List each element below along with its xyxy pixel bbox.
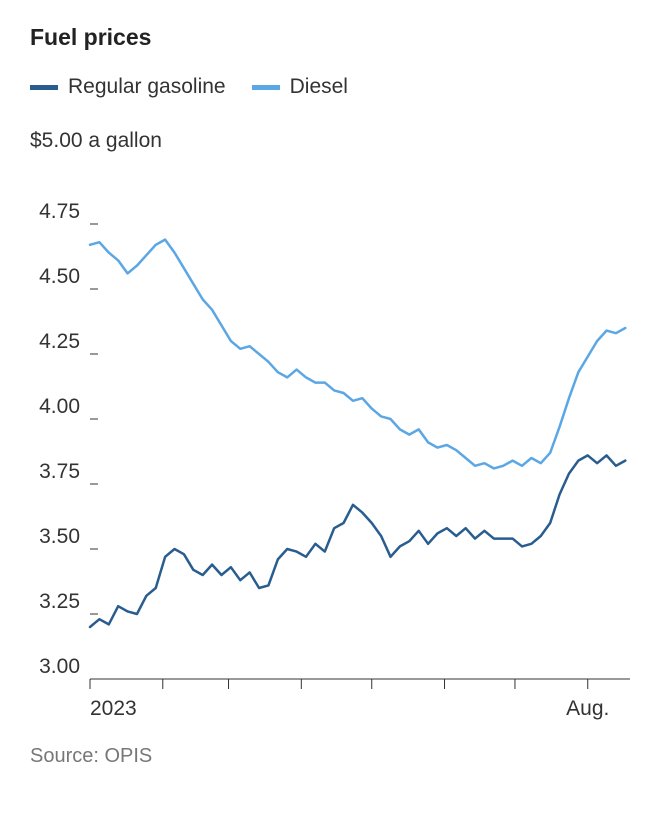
y-axis-unit: $5.00 a gallon (30, 129, 638, 153)
chart-svg (90, 159, 630, 679)
y-tick-label: 3.75 (39, 460, 80, 484)
x-tick-label: Aug. (566, 697, 609, 721)
y-tick-label: 4.00 (39, 395, 80, 419)
x-tick-label: 2023 (90, 697, 137, 721)
legend-label-diesel: Diesel (290, 75, 348, 99)
y-tick-label: 3.25 (39, 590, 80, 614)
legend-label-gasoline: Regular gasoline (68, 75, 226, 99)
legend: Regular gasoline Diesel (30, 75, 638, 99)
legend-swatch-diesel (252, 85, 280, 90)
y-axis-labels: 4.75 4.50 4.25 4.00 3.75 3.50 3.25 3.00 (30, 159, 90, 679)
chart-source: Source: OPIS (30, 745, 638, 768)
chart-container: Fuel prices Regular gasoline Diesel $5.0… (0, 0, 660, 826)
legend-item-gasoline: Regular gasoline (30, 75, 226, 99)
series-diesel (90, 240, 625, 469)
y-tick-label: 3.50 (39, 525, 80, 549)
legend-item-diesel: Diesel (252, 75, 348, 99)
chart-body: 4.75 4.50 4.25 4.00 3.75 3.50 3.25 3.00 2023Aug… (30, 159, 638, 717)
plot-area (90, 159, 638, 679)
y-tick-label: 4.75 (39, 200, 80, 224)
chart-title: Fuel prices (30, 24, 638, 51)
x-axis-labels: 2023Aug. (90, 687, 630, 717)
legend-swatch-gasoline (30, 85, 58, 90)
y-tick-label: 4.25 (39, 330, 80, 354)
y-tick-label: 3.00 (39, 655, 80, 679)
y-tick-label: 4.50 (39, 265, 80, 289)
series-gasoline (90, 455, 625, 627)
